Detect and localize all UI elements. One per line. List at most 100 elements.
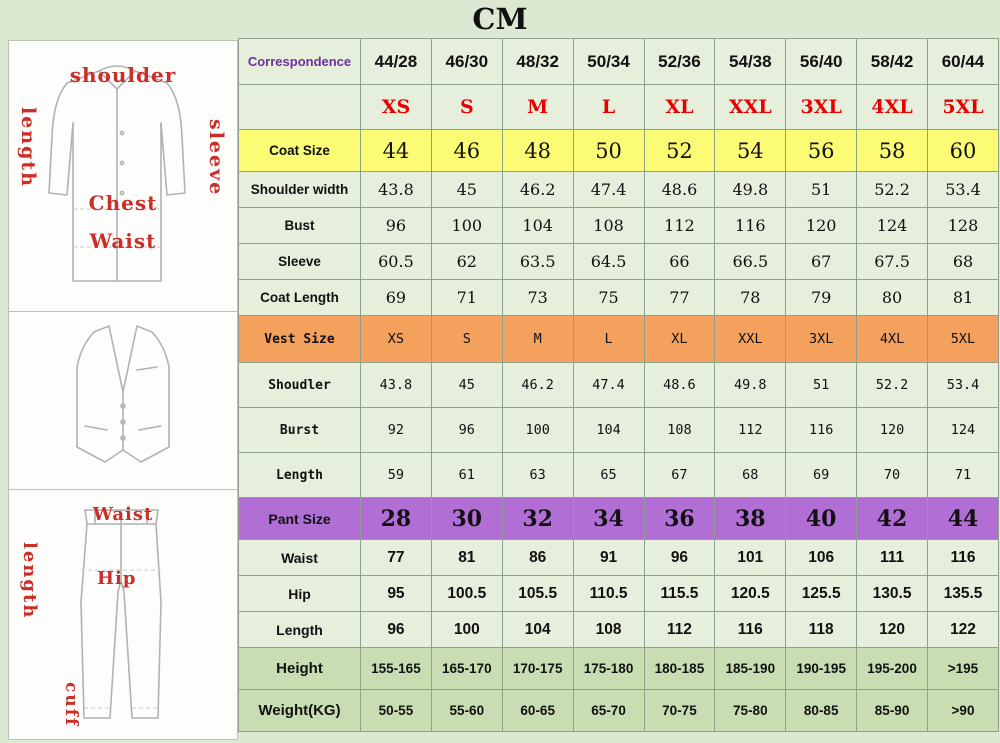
row-label: Weight(KG) — [238, 689, 361, 732]
table-cell: 43.8 — [360, 362, 432, 408]
table-cell: 111 — [856, 539, 928, 576]
table-cell: 180-185 — [643, 647, 716, 690]
table-cell: 55-60 — [430, 689, 503, 732]
table-cell: 95 — [360, 575, 432, 612]
table-cell: 108 — [572, 611, 645, 648]
table-cell: 50-55 — [360, 689, 432, 732]
vest-diagram-panel — [8, 312, 238, 490]
jacket-sleeve-label: sleeve — [205, 119, 227, 197]
row-label: Length — [238, 611, 361, 648]
table-cell: 53.4 — [927, 171, 999, 208]
table-cell: 75 — [572, 279, 645, 316]
table-cell: 48.6 — [643, 362, 716, 408]
table-cell: 122 — [927, 611, 999, 648]
correspondence-label: Correspondence — [238, 38, 361, 85]
table-cell: 110.5 — [572, 575, 645, 612]
table-cell: 30 — [430, 497, 503, 540]
table-cell: 77 — [643, 279, 716, 316]
table-cell: 120 — [785, 207, 858, 244]
table-cell: 190-195 — [785, 647, 858, 690]
row-label: Burst — [238, 407, 361, 453]
table-cell: S — [430, 84, 503, 130]
table-row-vest-size: Vest Size XS S M L XL XXL 3XL 4XL 5XL — [238, 315, 999, 363]
table-cell: XS — [360, 315, 432, 363]
table-cell: 43.8 — [360, 171, 432, 208]
table-cell: 112 — [643, 611, 716, 648]
table-cell: 124 — [927, 407, 999, 453]
column-header: 44/28 — [360, 38, 432, 85]
table-cell: 54 — [714, 129, 787, 172]
table-cell: 96 — [643, 539, 716, 576]
table-header-row: Correspondence 44/28 46/30 48/32 50/34 52/36 5… — [238, 38, 999, 85]
column-header: 48/32 — [501, 38, 574, 85]
table-row-waist: Waist 77 81 86 91 96 101 106 111 116 — [238, 539, 999, 576]
pants-cuff-label: cuff — [61, 682, 81, 728]
table-cell: 52 — [643, 129, 716, 172]
row-label: Shoulder width — [238, 171, 361, 208]
pants-sketch — [80, 509, 162, 719]
table-cell: 48 — [501, 129, 574, 172]
table-cell: 70 — [856, 452, 928, 498]
table-cell: 67.5 — [856, 243, 928, 280]
table-cell: 47.4 — [572, 362, 645, 408]
table-cell: 195-200 — [856, 647, 928, 690]
column-header: 58/42 — [856, 38, 928, 85]
table-cell: 80 — [856, 279, 928, 316]
table-cell: 65 — [572, 452, 645, 498]
table-cell: 36 — [643, 497, 716, 540]
jacket-waist-label: Waist — [89, 229, 157, 253]
pants-diagram-panel: Waist length Hip cuff — [8, 490, 238, 740]
table-cell: 60.5 — [360, 243, 432, 280]
size-table: Correspondence 44/28 46/30 48/32 50/34 52/36 5… — [238, 38, 999, 732]
table-cell: 73 — [501, 279, 574, 316]
table-cell: 120 — [856, 611, 928, 648]
table-cell: M — [501, 84, 574, 130]
row-label — [238, 84, 361, 130]
table-cell: 165-170 — [430, 647, 503, 690]
jacket-shoulder-label: shoulder — [69, 63, 177, 87]
table-cell: 75-80 — [714, 689, 787, 732]
table-cell: 79 — [785, 279, 858, 316]
table-row-burst: Burst 92 96 100 104 108 112 116 120 124 — [238, 407, 999, 453]
table-cell: 120.5 — [714, 575, 787, 612]
table-cell: 49.8 — [714, 171, 787, 208]
table-cell: >90 — [927, 689, 999, 732]
table-cell: 116 — [785, 407, 858, 453]
table-cell: 32 — [501, 497, 574, 540]
table-cell: 135.5 — [927, 575, 999, 612]
table-cell: 5XL — [927, 315, 999, 363]
vest-sketch — [76, 325, 170, 463]
table-cell: 40 — [785, 497, 858, 540]
table-cell: 63.5 — [501, 243, 574, 280]
table-row-sleeve: Sleeve 60.5 62 63.5 64.5 66 66.5 67 67.5 68 — [238, 243, 999, 280]
table-row-length: Length 59 61 63 65 67 68 69 70 71 — [238, 452, 999, 498]
table-cell: 46.2 — [501, 171, 574, 208]
row-label: Bust — [238, 207, 361, 244]
table-row-letter-sizes: XS S M L XL XXL 3XL 4XL 5XL — [238, 84, 999, 130]
table-cell: XXL — [714, 84, 787, 130]
table-cell: 96 — [360, 207, 432, 244]
table-cell: 60 — [927, 129, 999, 172]
table-cell: 44 — [360, 129, 432, 172]
table-cell: 68 — [714, 452, 787, 498]
row-label: Hip — [238, 575, 361, 612]
table-cell: 185-190 — [714, 647, 787, 690]
table-cell: 3XL — [785, 84, 858, 130]
table-cell: 104 — [501, 207, 574, 244]
table-cell: 28 — [360, 497, 432, 540]
table-cell: 34 — [572, 497, 645, 540]
table-row-height: Height 155-165 165-170 170-175 175-180 180-18… — [238, 647, 999, 690]
table-cell: 51 — [785, 171, 858, 208]
table-cell: 101 — [714, 539, 787, 576]
table-cell: 124 — [856, 207, 928, 244]
table-cell: 45 — [430, 362, 503, 408]
table-cell: 175-180 — [572, 647, 645, 690]
table-row-pant-size: Pant Size 28 30 32 34 36 38 40 42 44 — [238, 497, 999, 540]
table-cell: 77 — [360, 539, 432, 576]
table-cell: 70-75 — [643, 689, 716, 732]
table-cell: 81 — [927, 279, 999, 316]
page-title: CM — [472, 2, 528, 36]
table-cell: 108 — [643, 407, 716, 453]
pants-hip-label: Hip — [97, 568, 137, 589]
